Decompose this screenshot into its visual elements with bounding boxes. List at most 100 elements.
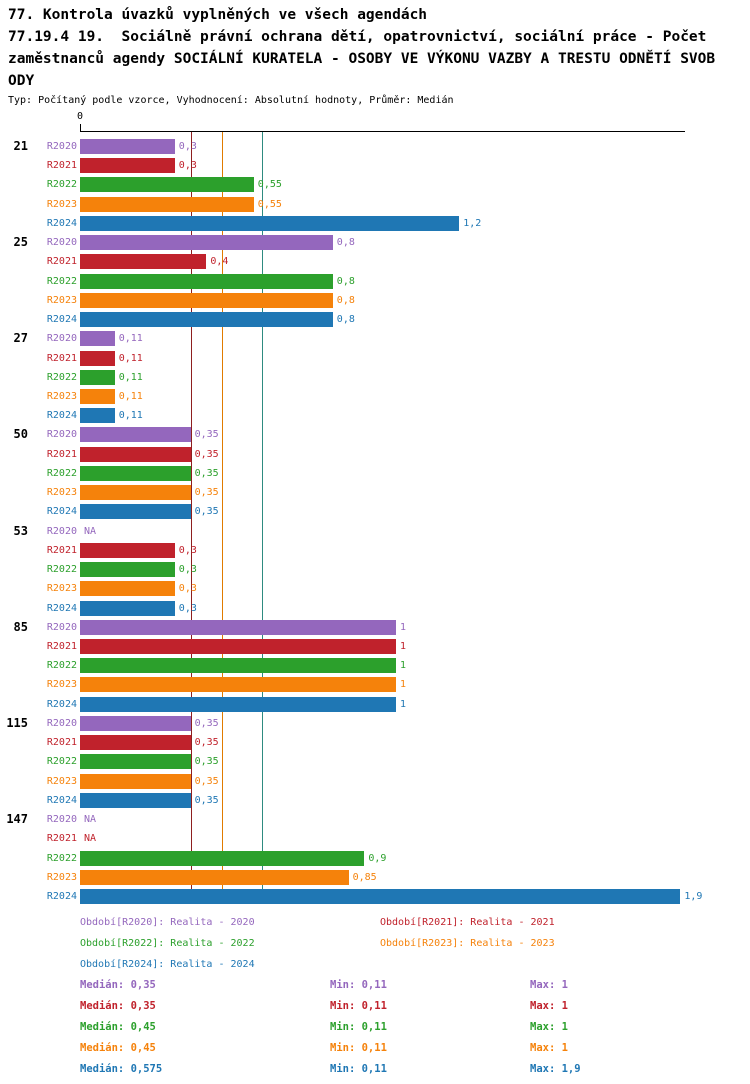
series-year-label: R2023 bbox=[46, 198, 77, 210]
series-year-label: R2021 bbox=[46, 737, 77, 749]
bar bbox=[80, 581, 175, 597]
series-year-label: R2023 bbox=[46, 679, 77, 691]
series-year-label: R2021 bbox=[46, 544, 77, 556]
series-year-label: R2024 bbox=[46, 890, 77, 902]
bar bbox=[80, 677, 396, 693]
stat-median: Medián: 0,45 bbox=[80, 1021, 156, 1033]
median-reference-line bbox=[190, 131, 192, 904]
bar bbox=[80, 427, 191, 443]
bar-value-label: 0,85 bbox=[352, 871, 377, 883]
bar bbox=[80, 273, 333, 289]
series-year-label: R2023 bbox=[46, 487, 77, 499]
series-year-label: R2023 bbox=[46, 871, 77, 883]
bar-value-label: 0,35 bbox=[194, 429, 219, 441]
stat-median: Medián: 0,45 bbox=[80, 1042, 156, 1054]
bar-value-label: 0,11 bbox=[118, 390, 143, 402]
series-year-label: R2021 bbox=[46, 160, 77, 172]
bar-value-label: 0,35 bbox=[194, 467, 219, 479]
chart-title-line-3: zaměstnanců agendy SOCIÁLNÍ KURATELA - O… bbox=[8, 51, 716, 67]
bar bbox=[80, 638, 396, 654]
bar-value-label: 1,2 bbox=[463, 217, 482, 229]
bar bbox=[80, 542, 175, 558]
series-year-label: R2022 bbox=[46, 467, 77, 479]
bar bbox=[80, 292, 333, 308]
bar bbox=[80, 388, 115, 404]
stat-max: Max: 1 bbox=[530, 1021, 568, 1033]
series-year-label: R2024 bbox=[46, 314, 77, 326]
stat-median: Medián: 0,35 bbox=[80, 979, 156, 991]
series-year-label: R2020 bbox=[46, 525, 77, 537]
bar bbox=[80, 888, 681, 904]
chart-title-line-4: ODY bbox=[8, 73, 35, 89]
bar-value-label: 1 bbox=[400, 640, 407, 652]
bar-value-label: 0,55 bbox=[257, 179, 282, 191]
stat-min: Min: 0,11 bbox=[330, 979, 387, 991]
bar-value-label: 0,35 bbox=[194, 487, 219, 499]
bar-value-label: 0,3 bbox=[178, 160, 197, 172]
bar-value-label: 0,55 bbox=[257, 198, 282, 210]
bar-value-label: 0,35 bbox=[194, 506, 219, 518]
value-axis-tick bbox=[80, 124, 81, 131]
bar bbox=[80, 754, 191, 770]
median-reference-line bbox=[261, 131, 263, 904]
bar bbox=[80, 485, 191, 501]
bar bbox=[80, 773, 191, 789]
stat-min: Min: 0,11 bbox=[330, 1042, 387, 1054]
series-year-label: R2022 bbox=[46, 179, 77, 191]
group-label: 50 bbox=[13, 427, 28, 442]
group-label: 53 bbox=[13, 523, 28, 538]
stat-median: Medián: 0,35 bbox=[80, 1000, 156, 1012]
series-year-label: R2022 bbox=[46, 660, 77, 672]
series-year-label: R2020 bbox=[46, 717, 77, 729]
bar-value-label: 0,35 bbox=[194, 756, 219, 768]
legend-item: Období[R2024]: Realita - 2024 bbox=[80, 959, 255, 970]
bar-value-label: 0,3 bbox=[178, 602, 197, 614]
bar-value-label: 0,3 bbox=[178, 141, 197, 152]
series-year-label: R2020 bbox=[46, 621, 77, 633]
series-year-label: R2023 bbox=[46, 390, 77, 402]
bar bbox=[80, 215, 460, 231]
series-year-label: R2023 bbox=[46, 294, 77, 306]
stat-min: Min: 0,11 bbox=[330, 1063, 387, 1075]
bar bbox=[80, 600, 175, 616]
group-label: 147 bbox=[6, 812, 28, 827]
series-year-label: R2020 bbox=[46, 814, 77, 826]
group-label: 115 bbox=[6, 715, 28, 730]
bar bbox=[80, 696, 396, 712]
bar bbox=[80, 792, 191, 808]
series-year-label: R2023 bbox=[46, 583, 77, 595]
series-year-label: R2021 bbox=[46, 352, 77, 364]
bar bbox=[80, 369, 115, 385]
bar bbox=[80, 235, 333, 251]
value-axis-line bbox=[80, 131, 685, 132]
bar-value-label: 0,3 bbox=[178, 564, 197, 576]
bar-value-label: 1 bbox=[400, 698, 407, 710]
bar-na-label: NA bbox=[84, 814, 97, 826]
stat-max: Max: 1 bbox=[530, 1042, 568, 1054]
series-year-label: R2024 bbox=[46, 506, 77, 518]
bar-na-label: NA bbox=[84, 525, 97, 537]
bar bbox=[80, 196, 254, 212]
bar bbox=[80, 562, 175, 578]
chart-subtitle: Typ: Počítaný podle vzorce, Vyhodnocení:… bbox=[8, 95, 454, 106]
series-year-label: R2021 bbox=[46, 833, 77, 845]
series-year-label: R2023 bbox=[46, 775, 77, 787]
bar bbox=[80, 177, 254, 193]
legend-item: Období[R2021]: Realita - 2021 bbox=[380, 917, 555, 928]
bar-value-label: 0,35 bbox=[194, 717, 219, 729]
series-year-label: R2021 bbox=[46, 256, 77, 268]
bar bbox=[80, 619, 396, 635]
bar bbox=[80, 735, 191, 751]
stat-min: Min: 0,11 bbox=[330, 1000, 387, 1012]
bar-value-label: 0,8 bbox=[336, 314, 355, 326]
median-reference-line bbox=[222, 131, 224, 904]
series-year-label: R2020 bbox=[46, 141, 77, 152]
series-year-label: R2021 bbox=[46, 640, 77, 652]
series-year-label: R2022 bbox=[46, 852, 77, 864]
series-year-label: R2022 bbox=[46, 564, 77, 576]
group-label: 85 bbox=[13, 619, 28, 634]
series-year-label: R2024 bbox=[46, 217, 77, 229]
series-year-label: R2024 bbox=[46, 794, 77, 806]
stat-median: Medián: 0,575 bbox=[80, 1063, 163, 1075]
bar-value-label: 1,9 bbox=[684, 890, 703, 902]
